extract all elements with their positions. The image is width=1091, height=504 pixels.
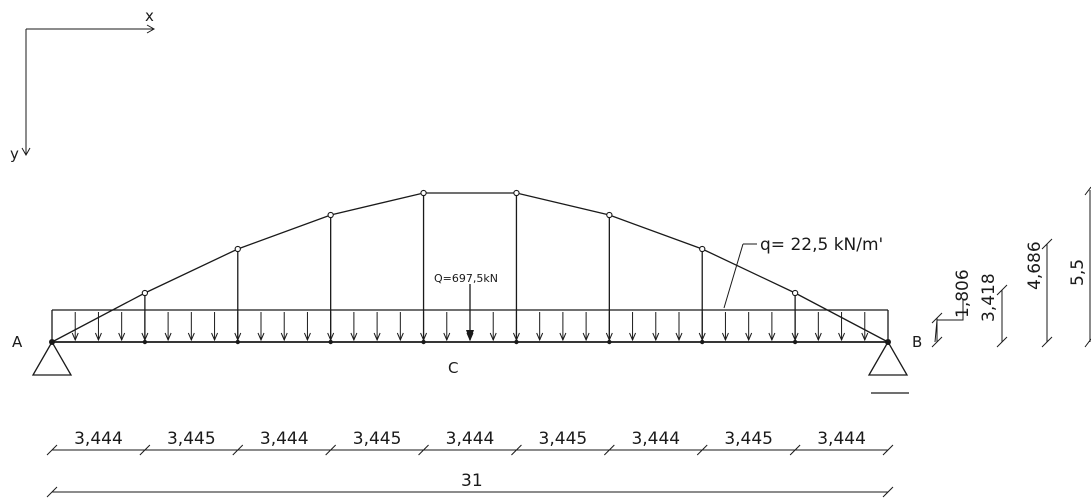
span-label: 3,445 — [353, 429, 402, 449]
x-axis-label: x — [145, 7, 154, 25]
arch-node-icon — [141, 289, 149, 297]
span-label: 3,444 — [446, 429, 495, 449]
height-1-tick-bottom — [931, 336, 943, 348]
arch-node-icon — [420, 189, 427, 197]
support-b: B — [867, 333, 922, 394]
y-axis-label: y — [10, 145, 19, 163]
height-4-tick-top — [1084, 186, 1091, 196]
load-arrow-head-icon — [303, 332, 311, 342]
span-label: 3,444 — [260, 429, 309, 449]
height-dimensions: 1,806 3,418 4,686 5,5 — [931, 186, 1091, 348]
load-arrow-head-icon — [536, 332, 544, 342]
q-label: q= 22,5 kN/m' — [760, 235, 883, 255]
load-arrow-head-icon — [629, 332, 637, 342]
total-dimension: 31 — [46, 471, 894, 498]
coordinate-axes: x y — [10, 7, 156, 163]
load-arrow-head-icon — [814, 332, 822, 342]
load-arrow-head-icon — [559, 332, 567, 342]
arch-node-icon — [513, 189, 520, 197]
load-arrow-head-icon — [373, 332, 381, 342]
span-label: 3,445 — [724, 429, 773, 449]
span-tick — [511, 444, 522, 456]
load-arrow-head-icon — [652, 332, 660, 342]
height-3-label: 4,686 — [1025, 241, 1045, 290]
q-leader-line — [723, 243, 744, 309]
support-b-triangle-icon — [867, 340, 909, 376]
span-tick — [418, 444, 429, 456]
load-arrow-head-icon — [489, 332, 497, 342]
height-3-tick-bottom — [1041, 336, 1053, 348]
support-b-label: B — [912, 333, 922, 351]
resultant-force: Q=697,5kN — [434, 272, 498, 341]
load-arrow-head-icon — [582, 332, 590, 342]
span-tick — [789, 444, 801, 456]
arch-node-icon — [699, 245, 706, 253]
span-label: 3,444 — [631, 429, 680, 449]
height-4-label: 5,5 — [1068, 259, 1088, 286]
span-tick — [232, 444, 244, 456]
load-arrow-head-icon — [721, 332, 729, 342]
height-1-label: 1,806 — [953, 269, 973, 318]
height-1-leader — [934, 300, 964, 343]
point-c-label: C — [448, 359, 458, 377]
load-arrow-head-icon — [861, 332, 869, 342]
span-label: 3,445 — [539, 429, 588, 449]
x-axis-arrow-icon — [146, 24, 156, 34]
load-arrow-head-icon — [745, 332, 753, 342]
span-label: 3,445 — [167, 429, 216, 449]
load-arrow-head-icon — [71, 332, 79, 342]
load-arrow-head-icon — [94, 332, 102, 342]
load-arrow-head-icon — [280, 332, 288, 342]
load-arrow-head-icon — [350, 332, 358, 342]
load-arrow-head-icon — [164, 332, 172, 342]
resultant-label: Q=697,5kN — [434, 272, 498, 285]
height-3-tick-top — [1041, 238, 1053, 250]
arch-node-icon — [791, 289, 799, 297]
span-tick — [603, 444, 615, 456]
load-arrow-head-icon — [768, 332, 776, 342]
span-tick — [882, 444, 894, 456]
load-arrow-head-icon — [211, 332, 219, 342]
load-arrow-head-icon — [118, 332, 126, 342]
span-tick — [325, 444, 337, 456]
total-tick-left — [46, 486, 58, 498]
support-a: A — [12, 333, 73, 376]
span-tick — [46, 444, 58, 456]
span-label: 3,444 — [817, 429, 866, 449]
load-arrow-head-icon — [257, 332, 265, 342]
arch-node-icon — [606, 211, 613, 219]
arch-node-icon — [234, 245, 241, 253]
load-arrow-head-icon — [396, 332, 404, 342]
height-2-label: 3,418 — [979, 273, 999, 322]
support-a-triangle-icon — [31, 340, 73, 376]
load-arrow-head-icon — [675, 332, 683, 342]
support-a-label: A — [12, 333, 23, 351]
y-axis-arrow-icon — [21, 147, 31, 157]
height-2-tick-bottom — [996, 336, 1008, 348]
span-dimensions: 3,444 3,445 3,444 3,445 3,444 3,445 3,444 3,445… — [46, 429, 894, 456]
load-intensity: q= 22,5 kN/m' — [723, 235, 883, 309]
total-length-label: 31 — [461, 471, 483, 491]
load-arrow-head-icon — [187, 332, 195, 342]
arch-node-icon — [327, 211, 334, 219]
load-arrow-head-icon — [838, 332, 846, 342]
load-arrow-head-icon — [443, 332, 451, 342]
arch — [51, 189, 889, 345]
span-label: 3,444 — [74, 429, 123, 449]
total-tick-right — [882, 486, 894, 498]
span-tick — [139, 444, 151, 456]
height-1-tick-top — [931, 312, 943, 324]
height-4-tick-bottom — [1084, 338, 1091, 348]
height-2-tick-top — [996, 284, 1008, 296]
arch-chord — [51, 192, 889, 343]
span-tick — [696, 444, 708, 456]
resultant-arrow-head-icon — [466, 330, 474, 341]
